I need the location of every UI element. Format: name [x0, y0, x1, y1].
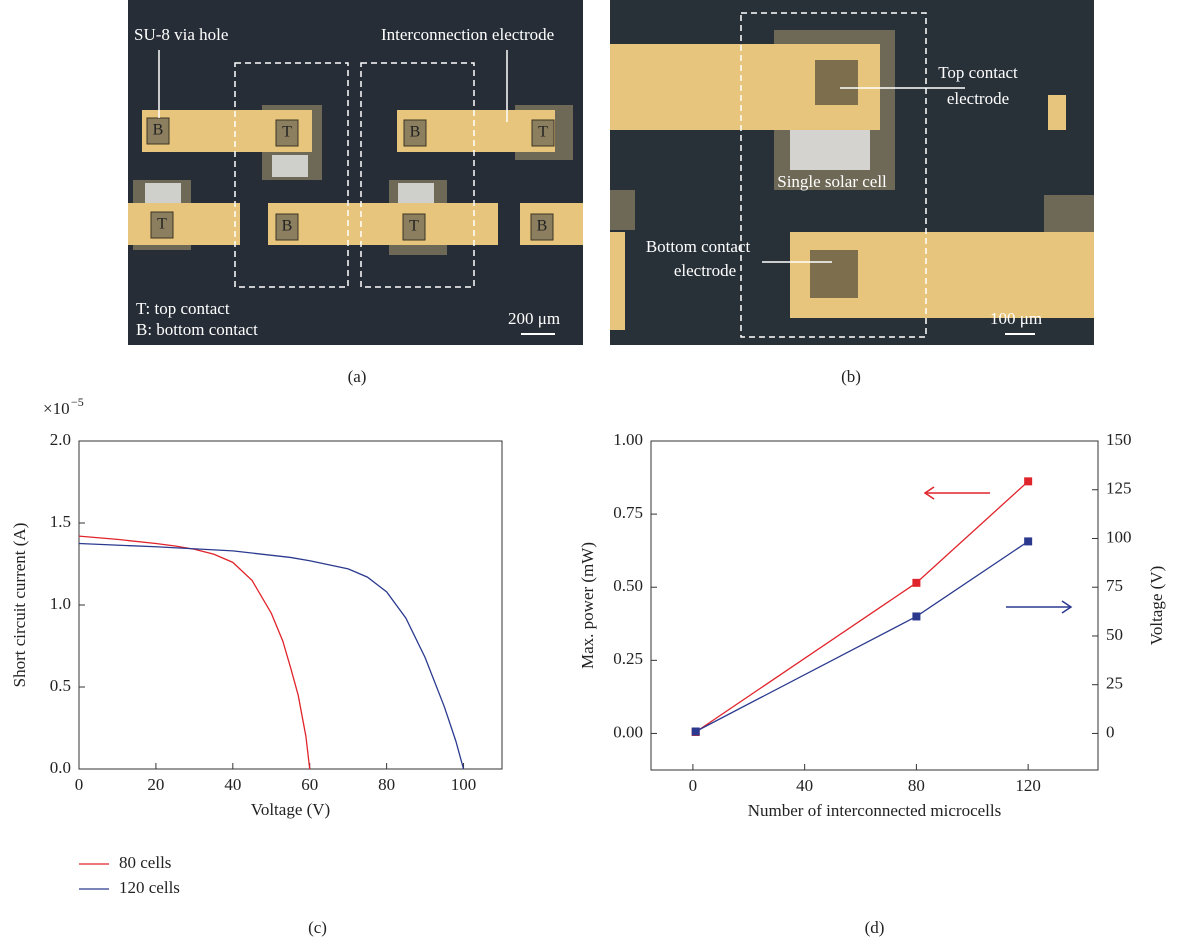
x-tick-label: 60	[301, 775, 318, 794]
x-tick-label: 40	[224, 775, 241, 794]
figure: SU-8 via hole Interconnection electrode …	[0, 0, 1184, 943]
x-tick-label: 0	[689, 776, 698, 795]
y-tick-label: 0.00	[613, 722, 643, 741]
marker	[692, 727, 700, 735]
contact-label: B	[410, 124, 421, 141]
x-tick-label: 40	[796, 776, 813, 795]
y-multiplier: ×10	[43, 399, 70, 418]
panel-label: (c)	[308, 918, 327, 937]
y2-tick-label: 0	[1106, 722, 1115, 741]
panel-label: (b)	[841, 367, 861, 386]
marker	[912, 579, 920, 587]
x-axis-label: Voltage (V)	[251, 800, 330, 819]
annotation: T: top contact	[136, 299, 230, 318]
marker	[1024, 537, 1032, 545]
scale-label: 100 μm	[990, 309, 1042, 328]
contact-label: B	[153, 122, 164, 139]
x-tick-label: 20	[147, 775, 164, 794]
x-tick-label: 80	[908, 776, 925, 795]
y-multiplier-exp: −5	[71, 395, 84, 409]
y-tick-label: 1.0	[50, 594, 71, 613]
annotation: Top contact	[938, 63, 1018, 82]
y2-tick-label: 125	[1106, 479, 1132, 498]
y2-tick-label: 150	[1106, 430, 1132, 449]
series-line	[696, 481, 1028, 732]
y-tick-label: 0.25	[613, 649, 643, 668]
y2-tick-label: 25	[1106, 674, 1123, 693]
panel-label: (d)	[865, 918, 885, 937]
series-line	[79, 536, 310, 769]
x-tick-label: 100	[451, 775, 477, 794]
marker	[1024, 477, 1032, 485]
y2-tick-label: 75	[1106, 576, 1123, 595]
annotation: Bottom contact	[646, 237, 751, 256]
micrograph-a: SU-8 via hole Interconnection electrode …	[128, 0, 583, 345]
x-tick-label: 120	[1015, 776, 1041, 795]
y-tick-label: 2.0	[50, 430, 71, 449]
annotation: electrode	[947, 89, 1009, 108]
legend-label: 120 cells	[119, 878, 180, 897]
y-tick-label: 0.0	[50, 758, 71, 777]
y-tick-label: 0.5	[50, 676, 71, 695]
marker	[912, 612, 920, 620]
y-tick-label: 1.5	[50, 512, 71, 531]
y-tick-label: 1.00	[613, 430, 643, 449]
y-axis-label: Max. power (mW)	[578, 542, 597, 669]
plot-frame	[651, 441, 1098, 770]
scale-label: 200 μm	[508, 309, 560, 328]
x-tick-label: 80	[378, 775, 395, 794]
annotation: Single solar cell	[777, 172, 887, 191]
plot-frame	[79, 441, 502, 769]
y-tick-label: 0.75	[613, 503, 643, 522]
annotation: SU-8 via hole	[134, 25, 228, 44]
y-axis-label: Short circuit current (A)	[10, 523, 29, 688]
axis-arrows	[925, 487, 1071, 613]
annotation: B: bottom contact	[136, 320, 258, 339]
y2-tick-label: 50	[1106, 625, 1123, 644]
contact-label: B	[282, 218, 293, 235]
contact-label: T	[282, 124, 292, 141]
contact-label: T	[538, 124, 548, 141]
x-axis-label: Number of interconnected microcells	[748, 801, 1001, 820]
annotation: Interconnection electrode	[381, 25, 554, 44]
micrograph-b: Top contact electrode Single solar cell …	[610, 0, 1094, 345]
x-tick-label: 0	[75, 775, 84, 794]
contact-label: B	[537, 218, 548, 235]
series-line	[696, 541, 1028, 731]
panel-label: (a)	[348, 367, 367, 386]
y-tick-label: 0.50	[613, 576, 643, 595]
contact-label: T	[157, 216, 167, 233]
legend-label: 80 cells	[119, 853, 171, 872]
contact-label: T	[409, 218, 419, 235]
annotation: electrode	[674, 261, 736, 280]
y2-axis-label: Voltage (V)	[1147, 566, 1166, 645]
y2-tick-label: 100	[1106, 527, 1132, 546]
series-line	[79, 544, 464, 770]
